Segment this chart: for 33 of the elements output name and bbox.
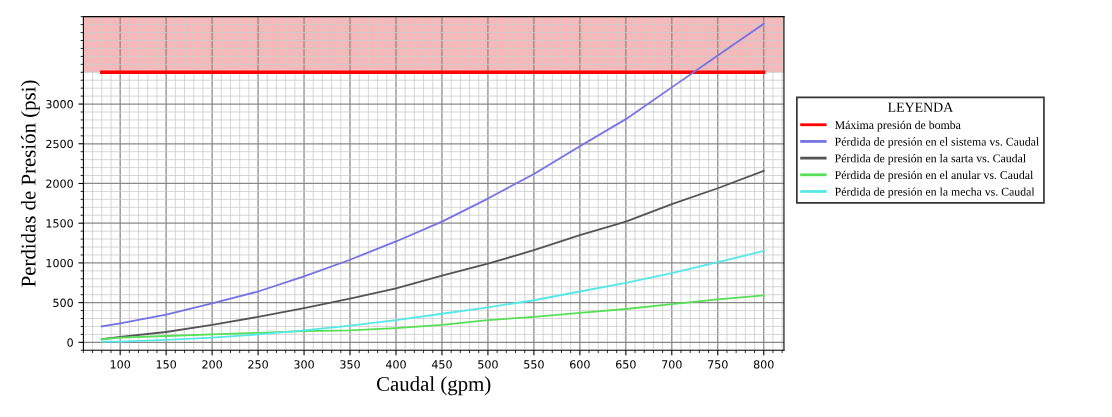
legend-label: Pérdida de presión en el sistema vs. Caudal <box>834 137 1039 149</box>
x-tick-label: 500 <box>478 360 498 369</box>
x-tick-label: 550 <box>524 360 544 369</box>
x-tick-label: 750 <box>708 360 728 369</box>
legend-title: LEYENDA <box>888 102 954 112</box>
line-series <box>100 250 765 343</box>
x-tick-label: 350 <box>340 360 360 369</box>
y-tick-label: 0 <box>67 338 73 347</box>
legend-label: Pérdida de presión en la mecha vs. Caudal <box>834 187 1035 199</box>
x-tick-label: 600 <box>570 360 590 369</box>
x-axis-title: Caudal (gpm) <box>376 376 491 396</box>
y-tick-label: 2500 <box>46 139 73 149</box>
legend-label: Pérdida de presión en la sarta vs. Caudal <box>834 154 1026 165</box>
y-tick-label: 2000 <box>46 179 73 188</box>
x-tick-label: 450 <box>431 360 452 369</box>
x-tick-label: 300 <box>294 360 314 369</box>
y-tick-label: 500 <box>53 298 73 307</box>
y-tick-label: 3000 <box>46 100 73 109</box>
legend-label: Máxima presión de bomba <box>834 120 961 132</box>
line-series <box>100 294 765 341</box>
x-tick-label: 400 <box>385 360 406 369</box>
line-series <box>100 22 765 328</box>
x-tick-label: 650 <box>616 360 636 369</box>
y-tick-label: 1500 <box>46 219 73 228</box>
x-tick-label: 100 <box>110 360 131 369</box>
legend-label: Pérdida de presión en el anular vs. Caudal <box>834 170 1034 182</box>
x-tick-label: 200 <box>202 360 222 369</box>
x-tick-label: 150 <box>156 360 177 369</box>
y-axis-title: Perdidas de Presión (psi) <box>20 80 40 287</box>
y-tick-label: 1000 <box>46 258 73 268</box>
x-tick-label: 700 <box>662 360 682 369</box>
x-tick-label: 250 <box>248 360 268 369</box>
x-tick-label: 800 <box>753 360 774 369</box>
